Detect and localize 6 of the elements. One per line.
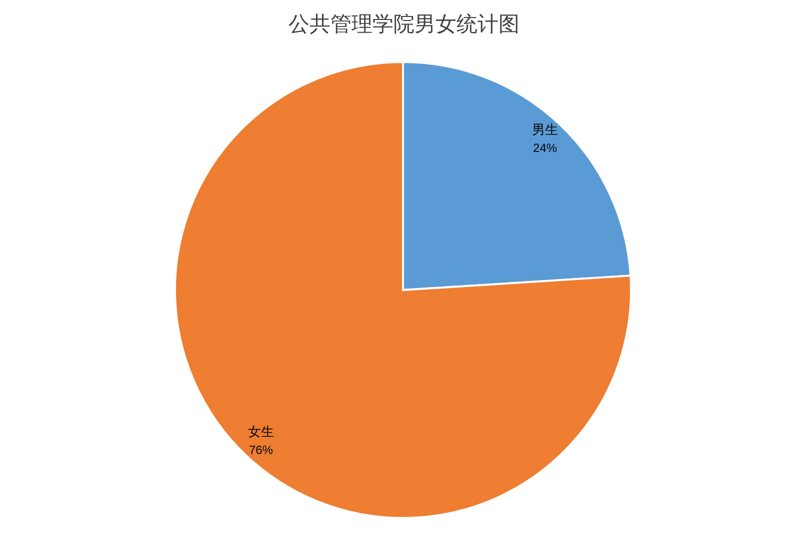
pie-slice (174, 61, 632, 519)
data-label: 24% (533, 140, 558, 155)
slice-label: 男生 (532, 122, 558, 137)
slice-label: 女生 (248, 424, 274, 440)
chart-title: 公共管理学院男女统计图 (288, 13, 520, 36)
data-label: 76% (248, 443, 274, 458)
